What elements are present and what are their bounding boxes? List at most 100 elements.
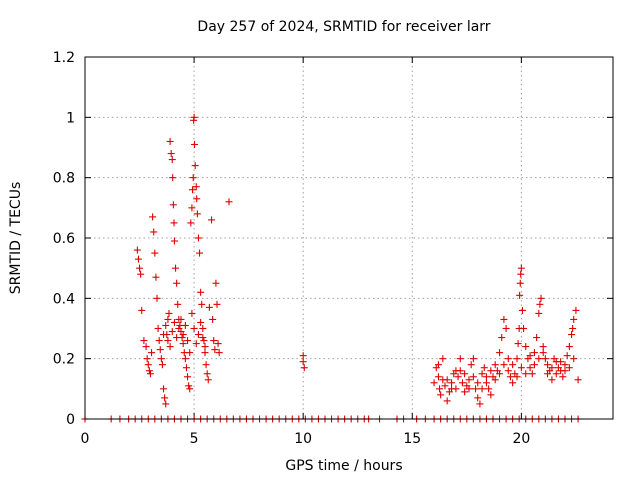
data-point (140, 337, 148, 345)
data-point (518, 306, 526, 314)
data-point (526, 364, 534, 372)
data-point (184, 373, 192, 381)
data-point (570, 355, 578, 363)
data-point (456, 355, 464, 363)
data-point (454, 373, 462, 381)
data-point (439, 355, 447, 363)
data-point (190, 325, 198, 332)
data-point (516, 279, 524, 287)
data-point (188, 309, 196, 317)
data-point (194, 234, 202, 242)
plot-frame (84, 56, 614, 420)
data-point (539, 343, 547, 351)
x-tick-label: 5 (190, 431, 199, 447)
data-point (208, 216, 216, 224)
data-point (201, 349, 209, 357)
chart-title: Day 257 of 2024, SRMTID for receiver lar… (197, 19, 490, 35)
data-point (452, 367, 460, 375)
data-point (157, 355, 165, 363)
data-point (165, 309, 173, 317)
data-point (509, 361, 517, 369)
data-point (215, 349, 223, 357)
data-point (191, 140, 199, 148)
data-point (482, 373, 490, 381)
data-point (487, 391, 495, 399)
data-point (496, 370, 504, 378)
data-point (539, 349, 547, 357)
data-point (513, 373, 521, 381)
data-point (170, 237, 178, 245)
y-tick-label: 1 (66, 110, 75, 126)
data-point (175, 325, 183, 332)
data-point (458, 379, 466, 387)
data-point (434, 373, 442, 381)
data-point (170, 318, 178, 326)
data-point (205, 303, 213, 311)
data-point (168, 156, 176, 164)
data-point (513, 355, 521, 363)
data-point (138, 306, 146, 314)
data-point (474, 379, 482, 387)
data-point (212, 279, 220, 287)
data-point (200, 337, 208, 345)
data-point (568, 331, 576, 339)
data-point (197, 288, 205, 296)
data-point (299, 358, 307, 366)
data-point (192, 183, 200, 191)
data-point (201, 343, 209, 351)
data-point (199, 325, 207, 332)
data-point (535, 355, 543, 363)
data-point (559, 373, 567, 381)
data-point (500, 315, 508, 323)
data-point (199, 334, 207, 342)
x-tick-label: 10 (294, 431, 312, 447)
data-point (537, 294, 545, 302)
data-point (162, 321, 170, 329)
data-point (563, 352, 571, 360)
data-point (170, 219, 178, 227)
data-point (506, 373, 514, 381)
data-point (482, 379, 490, 387)
data-point (480, 364, 488, 372)
data-point (203, 370, 211, 378)
data-point (528, 370, 536, 378)
data-point (134, 255, 142, 263)
data-point (172, 264, 180, 272)
data-point (434, 361, 442, 369)
data-point (214, 340, 222, 348)
data-point (186, 349, 194, 357)
data-point (469, 355, 477, 363)
data-point (151, 249, 159, 257)
data-point (569, 325, 577, 332)
data-point (436, 385, 444, 393)
data-point (517, 270, 525, 278)
data-point (520, 325, 528, 332)
data-point (192, 340, 200, 348)
data-point (153, 294, 161, 302)
data-point (181, 355, 189, 363)
x-tick-label: 20 (512, 431, 530, 447)
x-tick-label: 0 (81, 431, 90, 447)
data-point (168, 328, 176, 336)
data-point (565, 343, 573, 351)
data-point (533, 334, 541, 342)
data-point (544, 370, 552, 378)
data-point (491, 376, 499, 384)
data-point (565, 364, 573, 372)
data-point (190, 113, 198, 121)
data-point (430, 379, 438, 387)
data-point (530, 349, 538, 357)
data-point (143, 355, 151, 363)
data-point (516, 291, 524, 299)
data-point (136, 264, 144, 272)
data-point (443, 397, 451, 405)
data-point (202, 361, 210, 369)
data-point (474, 394, 482, 402)
data-point (491, 361, 499, 369)
data-point (443, 376, 451, 384)
data-point (164, 315, 172, 323)
y-tick-label: 0 (66, 412, 75, 428)
data-point (500, 361, 508, 369)
data-point (461, 370, 469, 378)
